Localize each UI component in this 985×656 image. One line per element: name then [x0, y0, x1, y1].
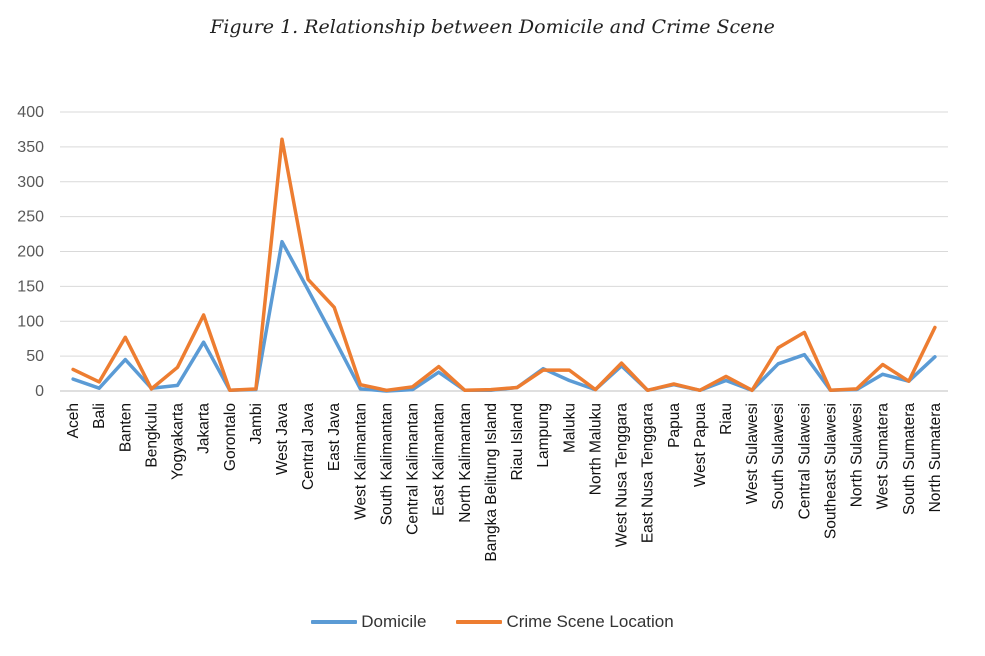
- legend-label-domicile: Domicile: [361, 612, 427, 631]
- x-tick-label: West Sulawesi: [744, 403, 761, 504]
- y-tick-label: 250: [17, 209, 44, 226]
- x-tick-label: North Sulawesi: [849, 403, 866, 507]
- series-lines: [71, 137, 937, 393]
- x-tick-label: Central Kalimantan: [405, 403, 422, 535]
- x-tick-label: Bengkulu: [143, 403, 160, 468]
- x-tick-label: West Nusa Tenggara: [614, 403, 631, 548]
- x-tick-label: East Kalimantan: [431, 403, 448, 516]
- x-tick-label: Central Sulawesi: [796, 403, 813, 519]
- legend: Domicile Crime Scene Location: [0, 612, 985, 632]
- y-tick-label: 400: [17, 104, 44, 121]
- x-tick-label: Bali: [91, 403, 108, 429]
- x-tick-label: South Sulawesi: [770, 403, 787, 510]
- x-tick-label: Bangka Belitung Island: [483, 403, 500, 562]
- x-tick-label: West Kalimantan: [352, 403, 369, 520]
- x-tick-label: Jakarta: [196, 403, 213, 454]
- y-tick-label: 300: [17, 174, 44, 191]
- x-axis-ticks: Aceh Bali Banten Bengkulu Yogyakarta Jakarta G…: [65, 403, 944, 562]
- y-axis-ticks: 0 50 100 150 200 250 300 350 400: [17, 104, 44, 400]
- x-tick-label: Central Java: [300, 403, 317, 490]
- y-tick-label: 200: [17, 244, 44, 261]
- x-tick-label: West Java: [274, 403, 291, 475]
- x-tick-label: Lampung: [535, 403, 552, 468]
- x-tick-label: Maluku: [561, 403, 578, 453]
- figure-title: Figure 1. Relationship between Domicile …: [210, 16, 775, 38]
- x-tick-label: East Java: [326, 403, 343, 471]
- x-tick-label: East Nusa Tenggara: [640, 403, 657, 544]
- x-tick-label: Papua: [666, 403, 683, 448]
- x-tick-label: Yogyakarta: [170, 403, 187, 480]
- x-tick-label: North Kalimantan: [457, 403, 474, 523]
- y-tick-label: 150: [17, 278, 44, 295]
- x-tick-label: Riau Island: [509, 403, 526, 481]
- x-tick-label: Gorontalo: [222, 403, 239, 471]
- x-tick-label: Southeast Sulawesi: [822, 403, 839, 539]
- x-tick-label: West Papua: [692, 403, 709, 488]
- y-tick-label: 350: [17, 139, 44, 156]
- legend-item-domicile: Domicile: [311, 612, 426, 632]
- legend-swatch-domicile: [311, 620, 358, 624]
- x-tick-label: West Sumatera: [875, 403, 892, 510]
- x-tick-label: Jambi: [248, 403, 265, 444]
- line-chart: 0 50 100 150 200 250 300 350 400 Aceh Bali Banten B…: [17, 104, 948, 562]
- x-tick-label: Banten: [117, 403, 134, 452]
- x-tick-label: Aceh: [65, 403, 82, 438]
- series-line-crime-scene-location: [71, 137, 937, 393]
- x-tick-label: South Sumatera: [901, 403, 918, 515]
- legend-item-crime-scene-location: Crime Scene Location: [456, 612, 674, 632]
- gridlines: [60, 111, 948, 392]
- legend-label-crime-scene-location: Crime Scene Location: [506, 612, 674, 631]
- y-tick-label: 50: [26, 348, 44, 365]
- x-tick-label: North Maluku: [587, 403, 604, 495]
- x-tick-label: Riau: [718, 403, 735, 435]
- x-tick-label: North Sumatera: [927, 403, 944, 513]
- y-tick-label: 100: [17, 313, 44, 330]
- y-tick-label: 0: [35, 383, 44, 400]
- legend-swatch-crime-scene-location: [456, 620, 503, 624]
- x-tick-label: South Kalimantan: [378, 403, 395, 525]
